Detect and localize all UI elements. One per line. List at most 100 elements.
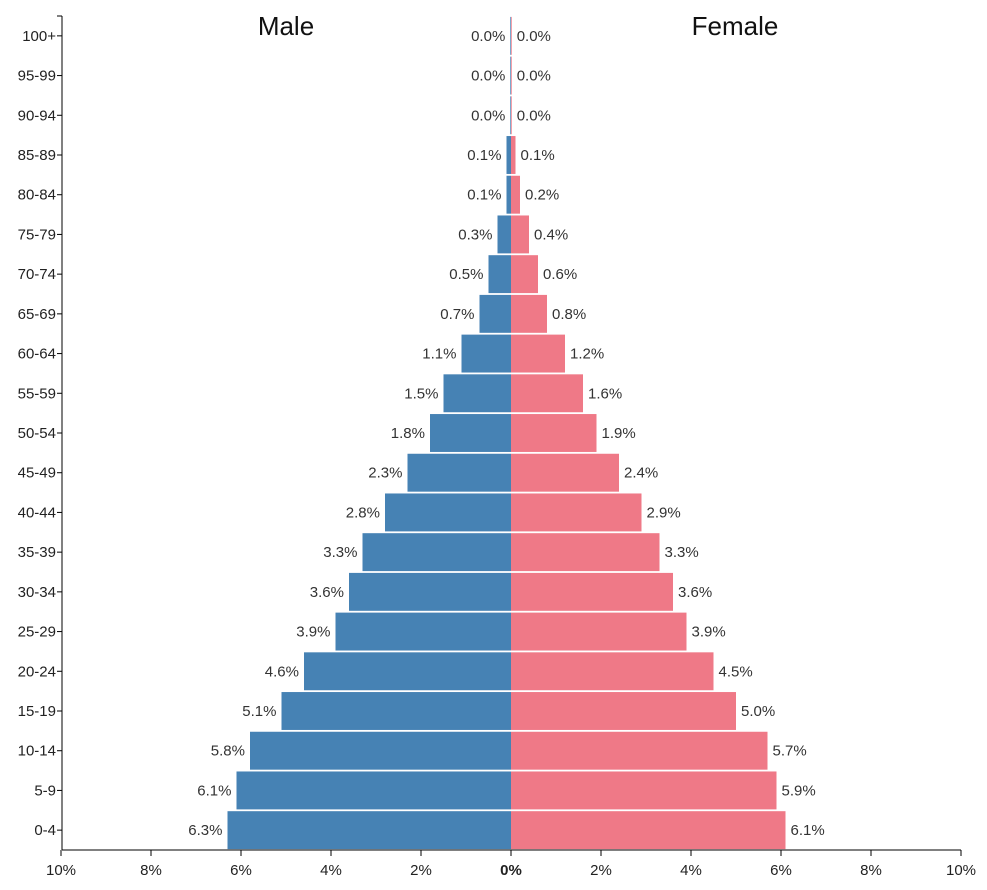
female-value-label: 0.2% xyxy=(525,187,559,204)
bars-group xyxy=(227,16,786,850)
male-bar xyxy=(488,255,511,294)
y-tick-label: 100+ xyxy=(22,28,56,45)
x-tick-label: 4% xyxy=(680,862,702,879)
y-tick-label: 45-49 xyxy=(18,465,56,482)
female-value-label: 0.8% xyxy=(552,306,586,323)
female-bar xyxy=(511,493,642,532)
male-value-label: 1.5% xyxy=(404,385,438,402)
male-value-label: 0.3% xyxy=(458,226,492,243)
male-value-label: 0.0% xyxy=(471,68,505,85)
y-tick-label: 35-39 xyxy=(18,544,56,561)
y-tick-label: 60-64 xyxy=(18,346,56,363)
male-bar xyxy=(349,572,511,611)
y-tick-label: 95-99 xyxy=(18,68,56,85)
y-tick-label: 90-94 xyxy=(18,107,56,124)
male-bar xyxy=(506,175,511,214)
female-value-label: 3.9% xyxy=(692,624,726,641)
female-value-label: 0.1% xyxy=(521,147,555,164)
y-tick-label: 0-4 xyxy=(34,822,56,839)
male-value-label: 5.8% xyxy=(211,743,245,760)
y-tick-label: 25-29 xyxy=(18,624,56,641)
male-bar xyxy=(430,414,511,452)
female-bar xyxy=(511,215,529,254)
y-tick-label: 75-79 xyxy=(18,226,56,243)
female-bar xyxy=(511,533,660,572)
male-bar xyxy=(335,612,511,651)
female-value-label: 5.7% xyxy=(773,743,807,760)
female-bar xyxy=(511,811,786,850)
female-value-label: 3.3% xyxy=(665,544,699,561)
x-tick-label: 8% xyxy=(860,862,882,879)
male-bar xyxy=(506,136,511,174)
female-bar xyxy=(511,731,768,770)
male-bar xyxy=(304,652,511,691)
female-value-label: 2.4% xyxy=(624,465,658,482)
x-tick-label: 8% xyxy=(140,862,162,879)
female-value-label: 5.0% xyxy=(741,703,775,720)
female-value-label: 2.9% xyxy=(647,504,681,521)
female-bar xyxy=(511,16,512,55)
female-bar xyxy=(511,96,512,135)
female-value-label: 0.0% xyxy=(517,28,551,45)
male-bar xyxy=(497,215,511,254)
female-bar xyxy=(511,612,687,651)
female-value-label: 6.1% xyxy=(791,822,825,839)
male-value-label: 6.3% xyxy=(188,822,222,839)
chart-title-male: Male xyxy=(258,11,314,41)
male-bar xyxy=(362,533,511,572)
female-value-label: 3.6% xyxy=(678,584,712,601)
female-value-label: 0.4% xyxy=(534,226,568,243)
y-tick-label: 20-24 xyxy=(18,663,56,680)
male-value-label: 1.1% xyxy=(422,346,456,363)
y-tick-label: 15-19 xyxy=(18,703,56,720)
female-bar xyxy=(511,136,516,174)
y-tick-label: 55-59 xyxy=(18,385,56,402)
y-axis: 100+ 95-99 90-94 85-89 80-84 75-79 70-74 65-69 6… xyxy=(18,15,63,850)
male-value-label: 3.3% xyxy=(323,544,357,561)
male-value-label: 2.3% xyxy=(368,465,402,482)
male-value-label: 1.8% xyxy=(391,425,425,442)
male-value-label: 4.6% xyxy=(265,663,299,680)
y-tick-label: 40-44 xyxy=(18,504,56,521)
female-value-label: 4.5% xyxy=(719,663,753,680)
y-tick-label: 65-69 xyxy=(18,306,56,323)
male-value-label: 6.1% xyxy=(197,782,231,799)
male-value-label: 0.0% xyxy=(471,28,505,45)
female-bar xyxy=(511,692,736,730)
female-bar xyxy=(511,56,512,95)
value-labels-group: 0.0% 0.0% 0.0% 0.0% 0.0% 0.0% 0.1% 0.1% 0.1% 0.2%… xyxy=(188,28,824,839)
male-bar xyxy=(510,56,511,95)
female-bar xyxy=(511,294,547,333)
female-bar xyxy=(511,255,538,294)
male-bar xyxy=(236,771,511,810)
x-tick-label: 2% xyxy=(410,862,432,879)
female-value-label: 1.2% xyxy=(570,346,604,363)
x-axis: 10% 8% 6% 4% 2% 0% 2% 4% 6% 8% 10% xyxy=(46,849,976,879)
chart-title-female: Female xyxy=(692,11,779,41)
female-bar xyxy=(511,334,565,373)
male-bar xyxy=(479,294,511,333)
male-value-label: 0.7% xyxy=(440,306,474,323)
female-value-label: 0.0% xyxy=(517,68,551,85)
y-tick-label: 70-74 xyxy=(18,266,56,283)
x-tick-label: 4% xyxy=(320,862,342,879)
y-tick-label: 85-89 xyxy=(18,147,56,164)
male-bar xyxy=(250,731,511,770)
male-value-label: 3.9% xyxy=(296,624,330,641)
y-tick-label: 5-9 xyxy=(34,782,56,799)
male-bar xyxy=(443,374,511,413)
male-bar xyxy=(281,692,511,730)
x-tick-label: 6% xyxy=(770,862,792,879)
female-value-label: 0.6% xyxy=(543,266,577,283)
male-bar xyxy=(510,16,511,55)
female-bar xyxy=(511,175,520,214)
female-bar xyxy=(511,771,777,810)
x-tick-label: 0% xyxy=(500,862,522,879)
male-value-label: 5.1% xyxy=(242,703,276,720)
female-bar xyxy=(511,374,583,413)
y-tick-label: 30-34 xyxy=(18,584,56,601)
female-value-label: 1.6% xyxy=(588,385,622,402)
female-value-label: 5.9% xyxy=(782,782,816,799)
male-bar xyxy=(407,453,511,492)
male-bar xyxy=(461,334,511,373)
